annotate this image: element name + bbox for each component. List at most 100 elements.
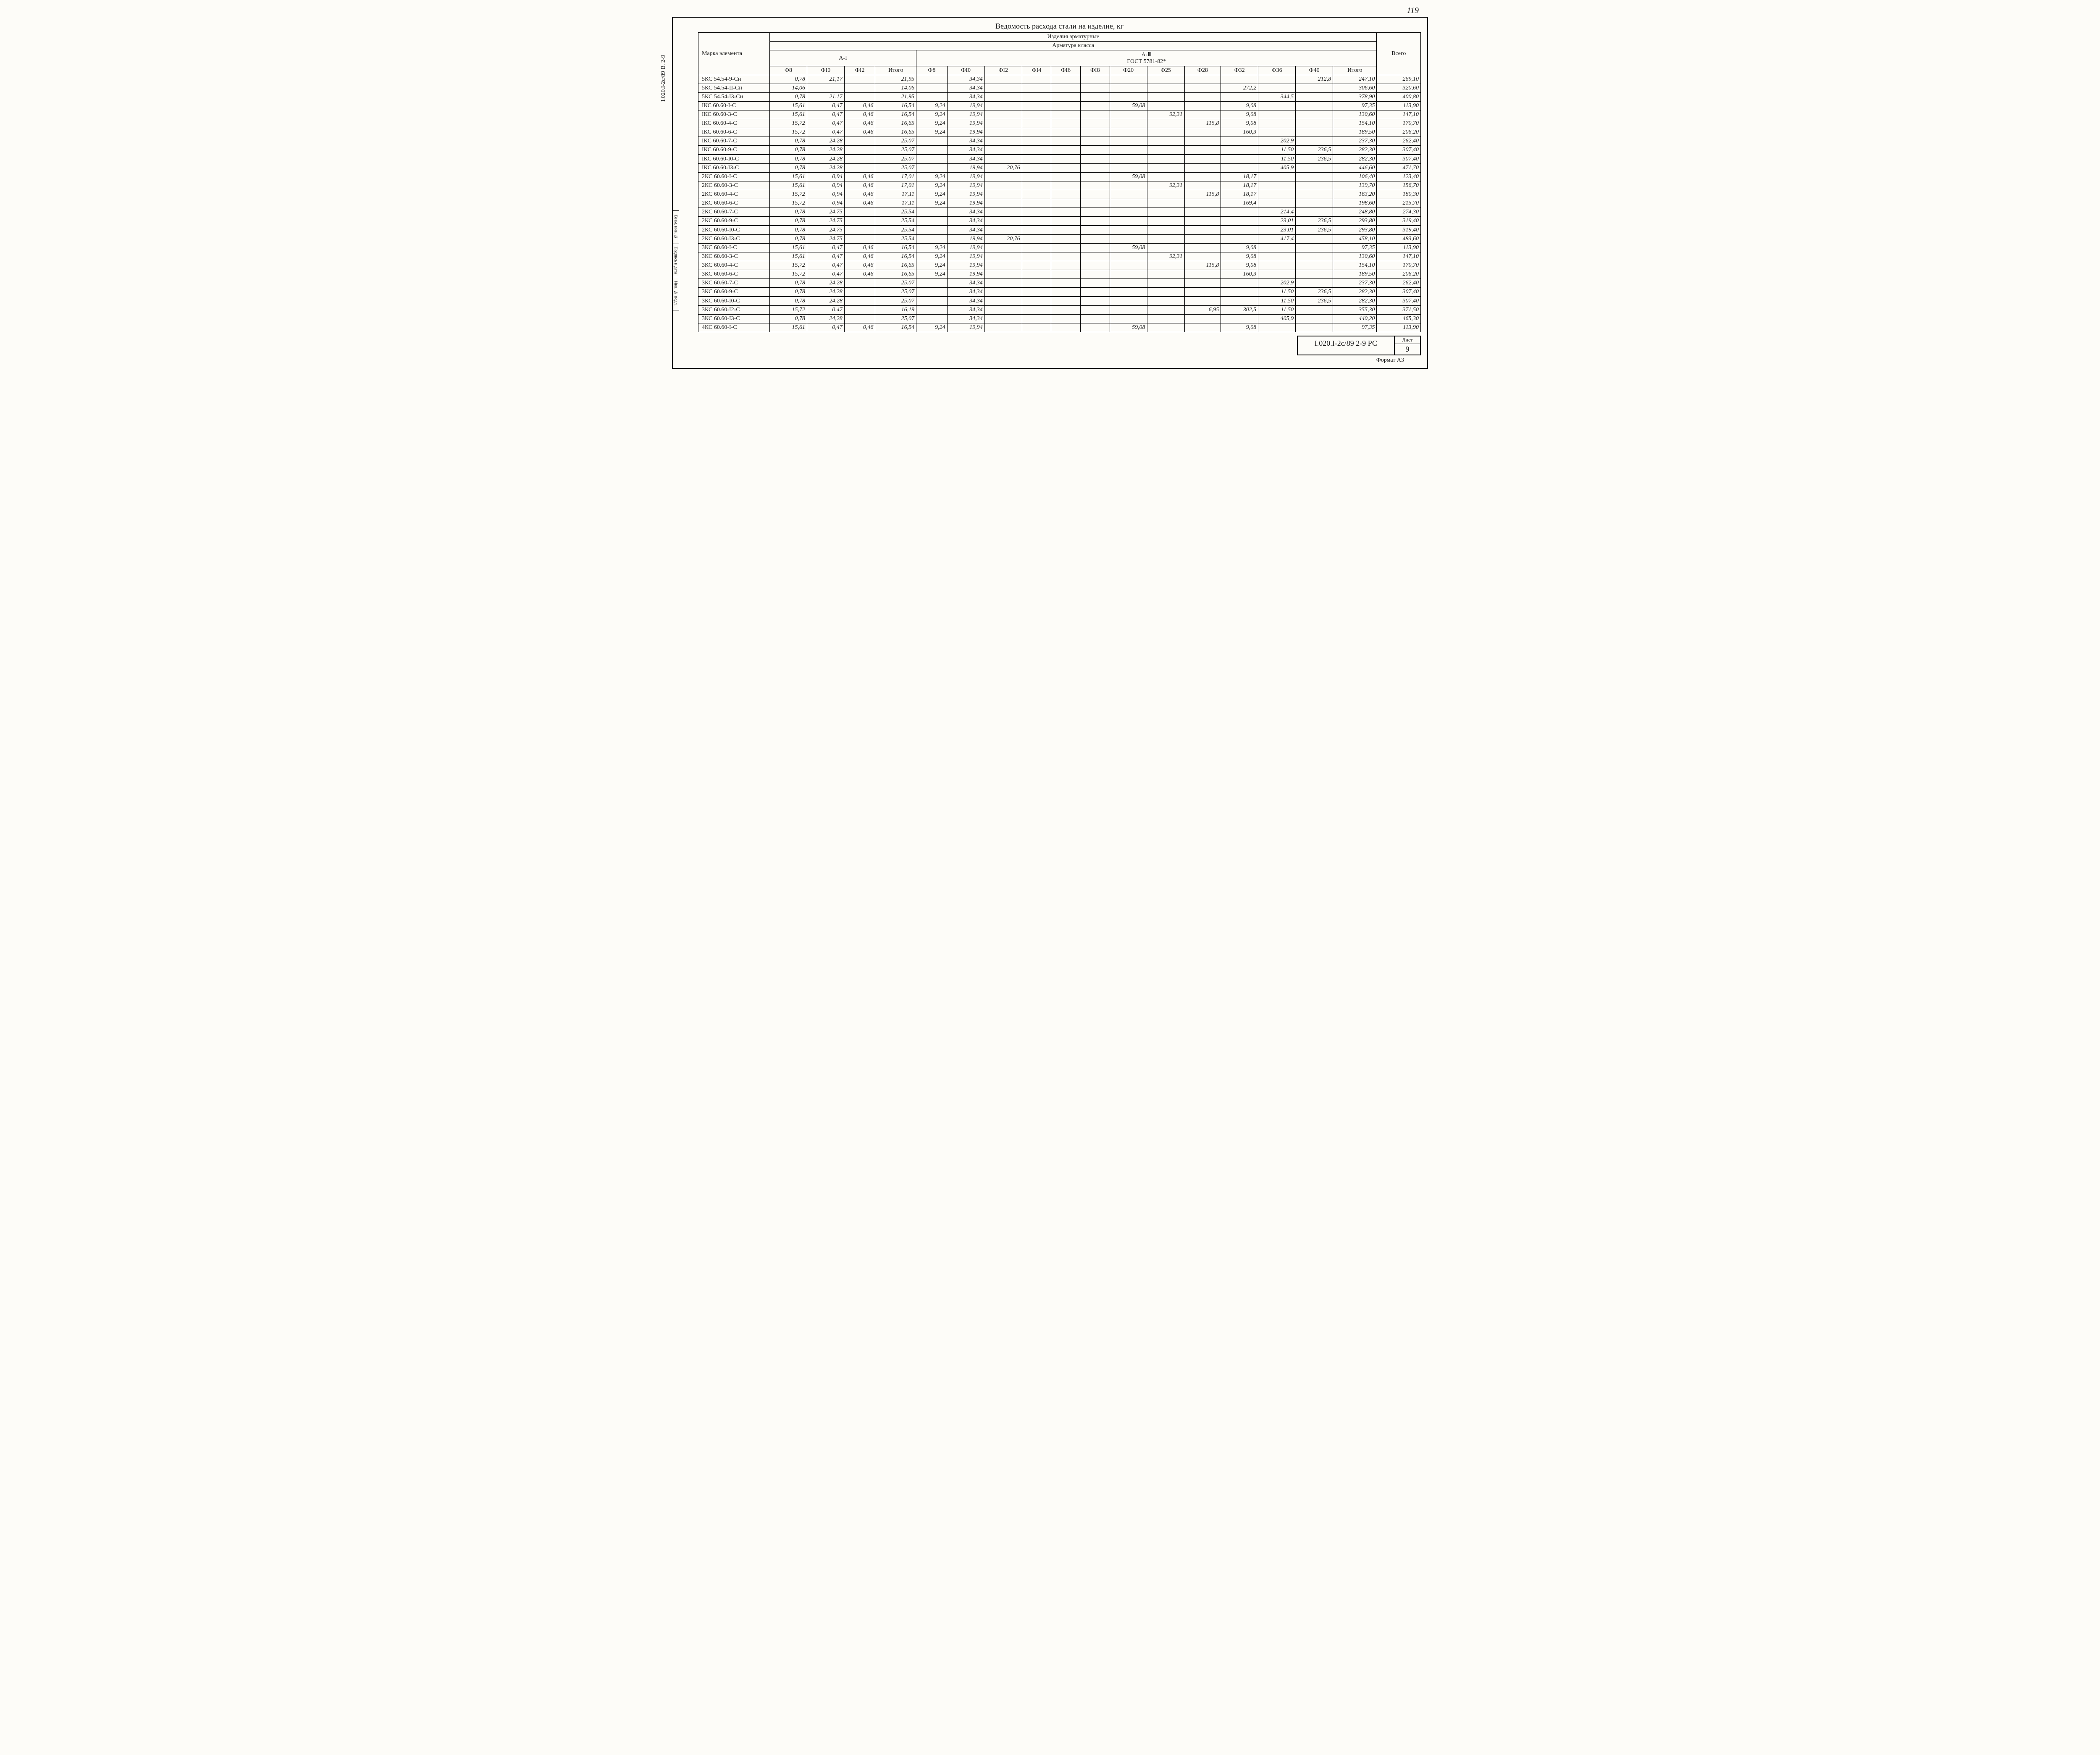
data-cell [1080, 323, 1110, 332]
data-cell: 0,78 [770, 226, 807, 235]
data-cell: 0,47 [807, 102, 844, 110]
data-cell: 0,46 [844, 270, 875, 279]
data-cell [1184, 75, 1221, 84]
data-cell: 417,4 [1258, 235, 1296, 244]
data-cell [1258, 75, 1296, 84]
data-cell [1147, 279, 1184, 288]
data-cell [1080, 137, 1110, 146]
data-cell [1080, 93, 1110, 102]
data-cell [1110, 306, 1147, 315]
data-cell: 405,9 [1258, 164, 1296, 173]
total-cell: 319,40 [1377, 226, 1421, 235]
data-cell [916, 208, 948, 217]
data-cell [1110, 270, 1147, 279]
table-row: IКС 60.60-9-С0,7824,2825,0734,3411,50236… [698, 146, 1421, 155]
data-cell: 130,60 [1333, 252, 1377, 261]
data-cell [984, 279, 1022, 288]
data-cell [1051, 137, 1081, 146]
total-cell: 156,70 [1377, 181, 1421, 190]
data-cell: 19,94 [947, 270, 984, 279]
data-cell [1051, 261, 1081, 270]
col-diam: Ф8 [916, 66, 948, 75]
element-cell: 4КС 60.60-I-С [698, 323, 770, 332]
data-cell: 92,31 [1147, 110, 1184, 119]
col-diam: ФI2 [984, 66, 1022, 75]
data-cell [984, 252, 1022, 261]
data-cell: 440,20 [1333, 315, 1377, 323]
data-cell: 0,46 [844, 128, 875, 137]
data-cell [1022, 261, 1051, 270]
data-cell: 24,28 [807, 146, 844, 155]
data-cell: 9,08 [1221, 252, 1258, 261]
data-cell [1080, 297, 1110, 306]
data-cell: 15,61 [770, 102, 807, 110]
data-cell: 0,46 [844, 199, 875, 208]
data-cell [916, 297, 948, 306]
data-cell [1022, 84, 1051, 93]
total-cell: 483,60 [1377, 235, 1421, 244]
data-cell: 0,78 [770, 279, 807, 288]
data-cell [1022, 119, 1051, 128]
table-row: IКС 60.60-I0-С0,7824,2825,0734,3411,5023… [698, 155, 1421, 164]
data-cell: 17,01 [875, 181, 916, 190]
data-cell [1296, 93, 1333, 102]
data-cell: 0,78 [770, 288, 807, 297]
data-cell [1258, 190, 1296, 199]
data-cell [1110, 84, 1147, 93]
data-cell [844, 288, 875, 297]
data-cell: 34,34 [947, 297, 984, 306]
data-cell: 9,24 [916, 244, 948, 252]
data-cell: 25,07 [875, 288, 916, 297]
data-cell [844, 297, 875, 306]
data-cell [984, 270, 1022, 279]
data-cell [1110, 199, 1147, 208]
total-cell: 307,40 [1377, 288, 1421, 297]
element-cell: 5КС 54.54-9-Сн [698, 75, 770, 84]
table-row: 2КС 60.60-3-С15,610,940,4617,019,2419,94… [698, 181, 1421, 190]
data-cell: 115,8 [1184, 261, 1221, 270]
element-cell: IКС 60.60-I-С [698, 102, 770, 110]
data-cell: 405,9 [1258, 315, 1296, 323]
data-cell [1080, 110, 1110, 119]
col-diam: ФI4 [1022, 66, 1051, 75]
data-cell: 302,5 [1221, 306, 1258, 315]
col-element: Марка элемента [698, 33, 770, 75]
data-cell: 21,17 [807, 93, 844, 102]
data-cell [1051, 173, 1081, 181]
data-cell [1051, 146, 1081, 155]
data-cell [844, 155, 875, 164]
data-cell [984, 84, 1022, 93]
data-cell [1184, 128, 1221, 137]
data-cell [1110, 235, 1147, 244]
element-cell: 3КС 60.60-9-С [698, 288, 770, 297]
data-cell: 115,8 [1184, 119, 1221, 128]
data-cell: 21,95 [875, 93, 916, 102]
table-row: 4КС 60.60-I-С15,610,470,4616,549,2419,94… [698, 323, 1421, 332]
data-cell: 0,78 [770, 75, 807, 84]
table-row: 5КС 54.54-II-Сн14,0614,0634,34272,2306,6… [698, 84, 1421, 93]
data-cell [1221, 217, 1258, 226]
col-diam: ФI0 [807, 66, 844, 75]
table-row: IКС 60.60-6-С15,720,470,4616,659,2419,94… [698, 128, 1421, 137]
data-cell [1221, 137, 1258, 146]
element-cell: 2КС 60.60-6-С [698, 199, 770, 208]
vbox-2: Подпись и дата [672, 244, 679, 277]
table-row: IКС 60.60-I3-С0,7824,2825,0719,9420,7640… [698, 164, 1421, 173]
data-cell: 9,24 [916, 190, 948, 199]
doc-number: I.020.I-2с/89 2-9 РС [1298, 336, 1395, 355]
data-cell [1221, 235, 1258, 244]
data-cell [1258, 119, 1296, 128]
data-cell [1080, 173, 1110, 181]
data-cell [844, 93, 875, 102]
total-cell: 206,20 [1377, 270, 1421, 279]
data-cell: 92,31 [1147, 181, 1184, 190]
data-cell [916, 75, 948, 84]
data-cell [1051, 75, 1081, 84]
data-cell [1022, 279, 1051, 288]
data-cell: 9,24 [916, 199, 948, 208]
data-cell: 0,78 [770, 137, 807, 146]
data-cell [1080, 244, 1110, 252]
data-cell [1051, 306, 1081, 315]
data-cell: 282,30 [1333, 146, 1377, 155]
data-cell: 19,94 [947, 235, 984, 244]
